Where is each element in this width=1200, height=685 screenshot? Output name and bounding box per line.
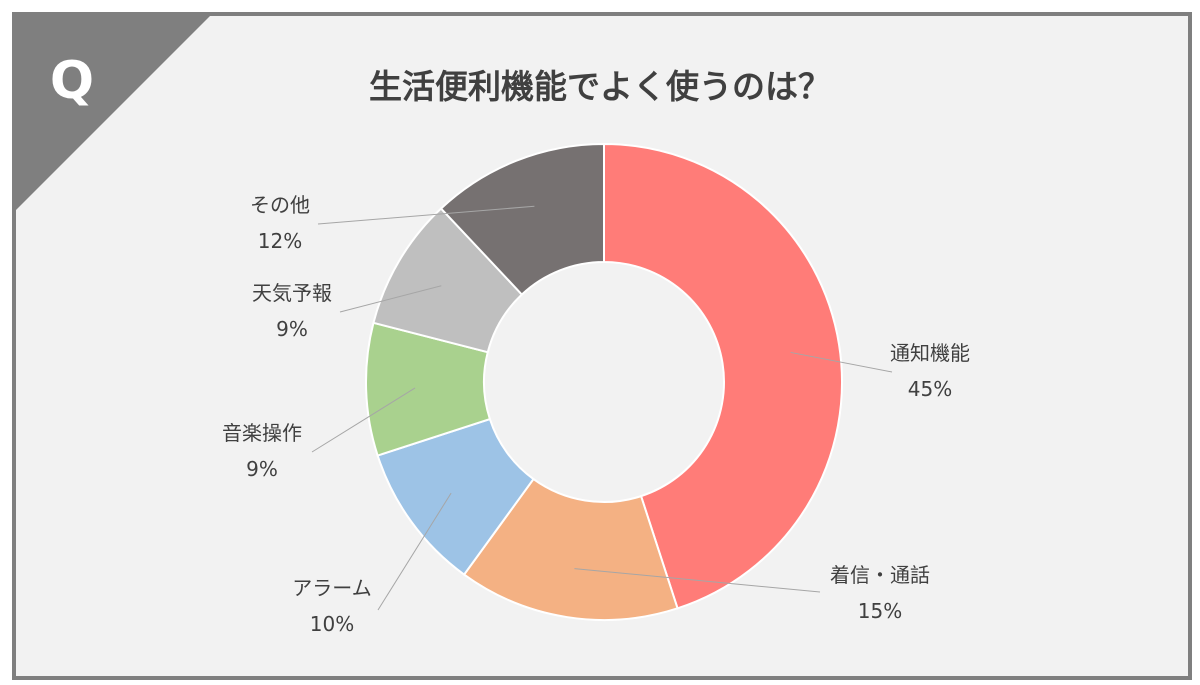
chart-title: 生活便利機能でよく使うのは？	[369, 67, 831, 106]
slice-value-label: 15%	[858, 599, 902, 623]
question-mark: Q	[50, 51, 94, 111]
leader-line	[377, 492, 452, 611]
leader-line	[339, 285, 442, 313]
slice-value-label: 9%	[276, 317, 308, 341]
leader-line	[790, 351, 893, 373]
slice-category-label: 天気予報	[252, 281, 332, 305]
leader-lines-group	[311, 205, 893, 611]
slices-group	[365, 142, 843, 621]
leader-line	[574, 568, 821, 593]
slice-value-label: 10%	[310, 612, 354, 636]
labels-group: 通知機能 45% 着信・通話 15% アラーム 10% 音楽操作 9% 天気予報 9% その他 12%	[222, 193, 970, 636]
leader-line	[317, 205, 535, 225]
corner-triangle	[16, 16, 210, 210]
slice-category-label: 音楽操作	[222, 421, 302, 445]
slice-category-label: 通知機能	[890, 341, 970, 365]
donut-slice	[462, 477, 679, 621]
slice-category-label: 着信・通話	[830, 563, 930, 587]
slice-category-label: アラーム	[292, 576, 371, 600]
donut-slice	[603, 142, 843, 610]
slice-category-label: その他	[250, 193, 310, 217]
donut-slice	[439, 142, 605, 296]
slice-value-label: 9%	[246, 457, 278, 481]
leader-line	[311, 387, 416, 453]
slice-value-label: 45%	[908, 377, 952, 401]
slice-value-label: 12%	[258, 229, 302, 253]
